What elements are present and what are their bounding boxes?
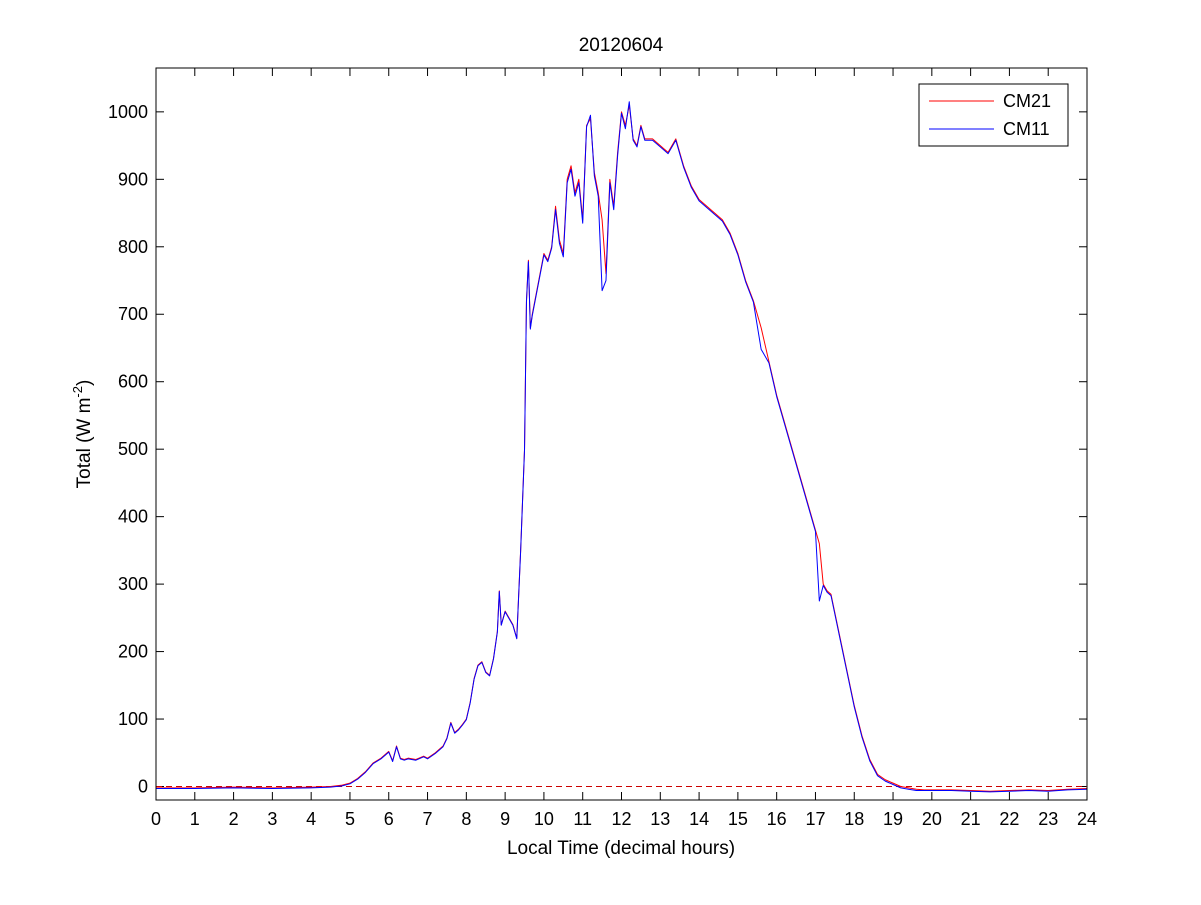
y-axis-label-close: ) (74, 380, 95, 386)
x-tick-label: 6 (384, 809, 394, 829)
x-tick-label: 11 (573, 809, 592, 829)
y-axis-label-superscript: -2 (70, 386, 85, 398)
chart-title: 20120604 (579, 35, 664, 56)
legend-label-cm21: CM21 (1003, 91, 1051, 111)
legend-box (918, 83, 1069, 147)
x-tick-label: 14 (689, 809, 709, 829)
y-axis-label: Total (W m-2) (70, 380, 95, 489)
y-tick-label: 500 (118, 439, 148, 459)
x-tick-label: 0 (151, 809, 161, 829)
x-tick-label: 21 (961, 809, 981, 829)
legend-label-cm11: CM11 (1003, 119, 1050, 139)
x-tick-label: 4 (306, 809, 316, 829)
x-tick-label: 9 (500, 809, 510, 829)
y-tick-label: 600 (118, 372, 148, 392)
y-tick-label: 900 (118, 169, 148, 189)
x-axis-label: Local Time (decimal hours) (507, 838, 735, 859)
x-tick-label: 7 (423, 809, 433, 829)
ticks-layer: 0 1 2 3 4 5 6 7 8 9 10 11 12 13 14 15 16 17 18 19 20 21 22 23 24… (108, 68, 1097, 829)
plot-area (156, 68, 1087, 800)
x-tick-label: 16 (767, 809, 787, 829)
legend: CM21 CM11 (918, 83, 1069, 147)
x-tick-label: 5 (345, 809, 355, 829)
y-tick-label: 700 (118, 304, 148, 324)
x-tick-label: 8 (461, 809, 471, 829)
x-tick-label: 1 (190, 809, 200, 829)
x-tick-label: 12 (611, 809, 631, 829)
y-tick-label: 300 (118, 574, 148, 594)
y-tick-label: 1000 (108, 102, 148, 122)
plot-frame (155, 67, 1088, 801)
y-tick-label: 800 (118, 237, 148, 257)
x-tick-label: 24 (1077, 809, 1097, 829)
x-tick-label: 18 (844, 809, 864, 829)
x-tick-label: 10 (534, 809, 554, 829)
y-tick-label: 400 (118, 507, 148, 527)
x-tick-label: 3 (267, 809, 277, 829)
y-tick-label: 100 (118, 709, 148, 729)
x-tick-label: 19 (883, 809, 903, 829)
x-tick-label: 13 (650, 809, 670, 829)
y-axis-label-main: Total (W m (74, 398, 95, 489)
x-tick-label: 17 (805, 809, 825, 829)
x-tick-label: 15 (728, 809, 748, 829)
x-tick-label: 2 (229, 809, 239, 829)
y-tick-label: 200 (118, 642, 148, 662)
y-tick-label: 0 (138, 777, 148, 797)
series-line-cm11 (156, 101, 1088, 793)
series-layer (156, 101, 1088, 793)
x-tick-label: 23 (1038, 809, 1058, 829)
x-tick-label: 20 (922, 809, 942, 829)
x-tick-label: 22 (999, 809, 1019, 829)
